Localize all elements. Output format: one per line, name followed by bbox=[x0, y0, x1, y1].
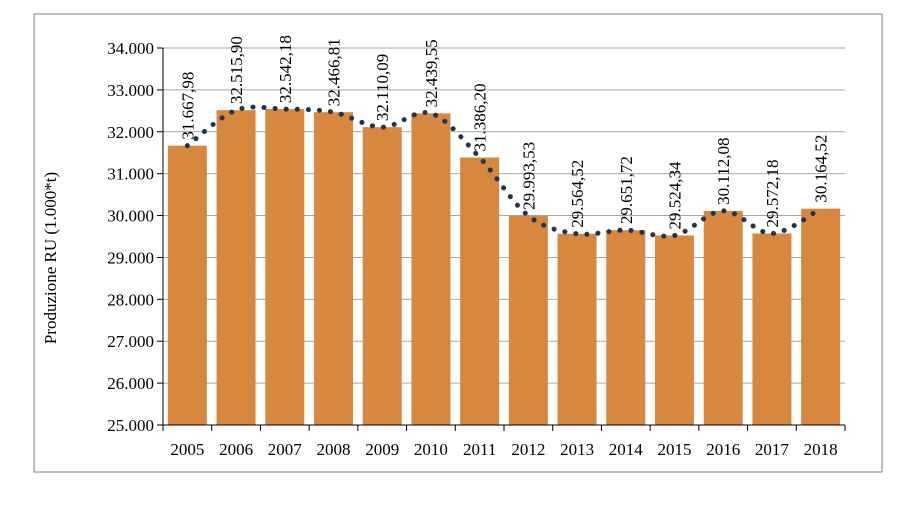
x-tick-label: 2007 bbox=[268, 440, 303, 459]
x-tick-label: 2010 bbox=[414, 440, 448, 459]
x-tick-label: 2009 bbox=[365, 440, 399, 459]
bar bbox=[216, 110, 256, 425]
x-tick-label: 2017 bbox=[755, 440, 790, 459]
y-tick-label: 34.000 bbox=[107, 39, 154, 58]
y-axis-label: Produzione RU (1.000*t) bbox=[41, 172, 60, 344]
bar bbox=[411, 113, 451, 426]
x-tick-label: 2005 bbox=[170, 440, 204, 459]
data-labels: 31.667,98 32.515,90 32.542,18 32.466,81 32.1… bbox=[178, 35, 830, 229]
data-label: 32.439,55 bbox=[422, 39, 441, 107]
data-label: 31.386,20 bbox=[471, 83, 490, 151]
x-tick-label: 2016 bbox=[706, 440, 740, 459]
data-label: 30.112,08 bbox=[714, 137, 733, 204]
bar bbox=[314, 112, 353, 425]
y-axis-ticks: 25.000 26.000 27.000 28.000 29.000 30.000 31.0… bbox=[107, 39, 163, 435]
y-tick-label: 33.000 bbox=[107, 81, 154, 100]
bar bbox=[265, 109, 305, 425]
data-label: 30.164,52 bbox=[812, 135, 831, 203]
y-tick-label: 25.000 bbox=[107, 416, 154, 435]
x-tick-label: 2012 bbox=[511, 440, 545, 459]
y-tick-label: 30.000 bbox=[107, 207, 154, 226]
y-tick-label: 27.000 bbox=[107, 332, 154, 351]
bar bbox=[508, 215, 548, 425]
x-tick-label: 2015 bbox=[658, 440, 692, 459]
x-tick-label: 2006 bbox=[219, 440, 253, 459]
data-label: 29.993,53 bbox=[519, 142, 538, 210]
bar bbox=[460, 157, 500, 425]
y-tick-label: 26.000 bbox=[107, 374, 154, 393]
x-tick-label: 2008 bbox=[317, 440, 351, 459]
data-label: 29.651,72 bbox=[617, 156, 636, 224]
data-label: 31.667,98 bbox=[178, 72, 197, 140]
bar bbox=[655, 235, 694, 425]
bar bbox=[557, 233, 597, 425]
data-label: 29.524,34 bbox=[666, 161, 685, 230]
bar bbox=[801, 208, 841, 425]
data-label: 32.515,90 bbox=[227, 36, 246, 104]
data-label: 32.110,09 bbox=[373, 54, 392, 121]
bar bbox=[703, 210, 743, 425]
bar bbox=[167, 145, 207, 425]
x-tick-label: 2011 bbox=[463, 440, 496, 459]
bar bbox=[606, 230, 646, 425]
bars bbox=[167, 109, 841, 426]
y-tick-label: 28.000 bbox=[107, 290, 154, 309]
x-tick-label: 2013 bbox=[560, 440, 594, 459]
x-tick-label: 2018 bbox=[804, 440, 838, 459]
data-label: 32.466,81 bbox=[325, 38, 344, 106]
y-tick-label: 32.000 bbox=[107, 123, 154, 142]
data-label: 29.564,52 bbox=[568, 160, 587, 228]
data-label: 29.572,18 bbox=[763, 159, 782, 227]
bar bbox=[362, 127, 402, 425]
x-tick-label: 2014 bbox=[609, 440, 644, 459]
y-tick-label: 29.000 bbox=[107, 248, 154, 267]
x-axis-ticks: 2005 2006 2007 2008 2009 2010 2011 2012 2013 2014… bbox=[162, 425, 846, 459]
data-label: 32.542,18 bbox=[276, 35, 295, 103]
bar bbox=[752, 233, 792, 425]
y-tick-label: 31.000 bbox=[107, 165, 154, 184]
